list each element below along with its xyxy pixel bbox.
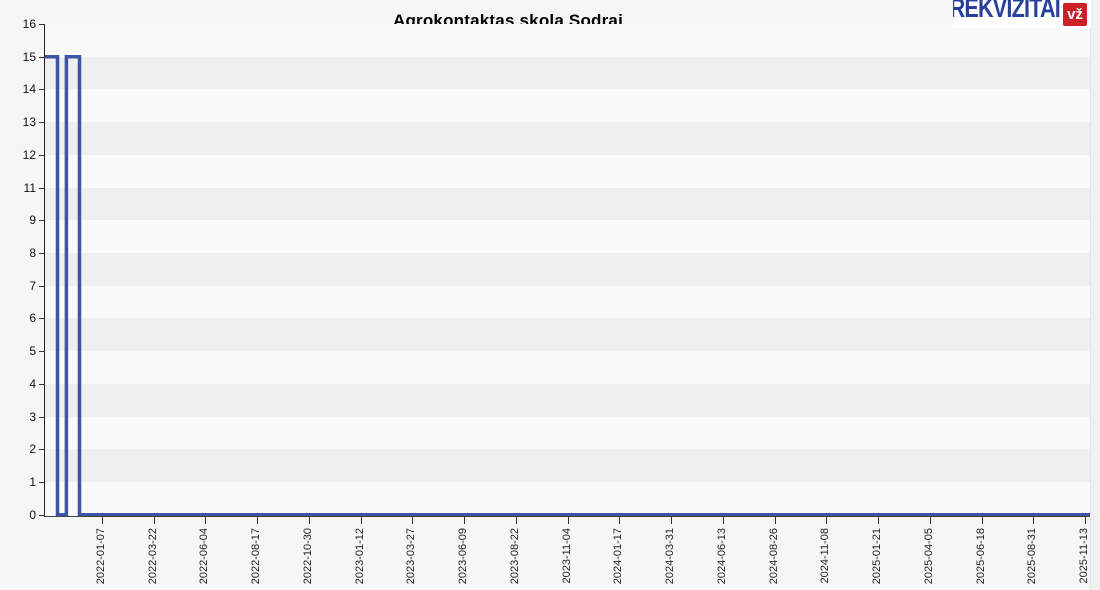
grid-band (45, 154, 1090, 188)
x-tick (878, 517, 880, 524)
x-tick-label: 2022-06-04 (198, 528, 211, 585)
x-tick (308, 517, 310, 524)
x-tick-label: 2022-03-22 (146, 528, 159, 585)
y-tick-label: 12 (22, 147, 36, 162)
x-tick-label: 2025-01-21 (871, 528, 884, 585)
employee-count-line (45, 54, 1090, 517)
y-tick-label: 16 (22, 17, 36, 31)
y-tick-label: 5 (29, 344, 36, 359)
grid-band (45, 383, 1090, 417)
x-tick-label: 2025-08-31 (1026, 528, 1039, 585)
grid-band (45, 252, 1090, 286)
content-right-edge (1090, 0, 1091, 590)
grid-band (45, 449, 1090, 482)
x-tick-label: 2023-01-12 (353, 528, 366, 585)
y-tick (39, 449, 45, 451)
y-axis (44, 24, 45, 517)
x-tick-label: 2023-08-22 (508, 528, 521, 585)
x-tick (929, 517, 931, 524)
x-tick (1033, 517, 1035, 524)
x-tick (153, 517, 155, 524)
x-tick-label: 2025-04-05 (922, 528, 935, 585)
grid-band (45, 220, 1090, 253)
y-tick (39, 220, 45, 222)
y-tick-label: 15 (22, 49, 36, 64)
x-tick (981, 517, 983, 524)
x-tick-label: 2025-11-13 (1078, 528, 1091, 584)
y-tick-label: 0 (29, 507, 36, 522)
vz-logo-badge: vž (1063, 3, 1087, 26)
y-tick-label: 11 (23, 180, 36, 195)
x-tick (515, 517, 517, 524)
x-tick (671, 517, 673, 524)
y-tick (39, 56, 45, 58)
grid-band (45, 122, 1090, 155)
x-axis (45, 516, 1090, 517)
x-tick-label: 2024-01-17 (612, 528, 625, 585)
x-tick (412, 517, 414, 524)
grid-band (45, 187, 1090, 221)
y-tick-label: 9 (29, 213, 36, 228)
rekvizitai-logo[interactable]: REKVIZITAI vž (953, 0, 1091, 28)
x-tick (619, 517, 621, 524)
grid-band (45, 89, 1090, 123)
x-tick-label: 2023-06-09 (457, 528, 470, 585)
y-tick (39, 318, 45, 320)
grid-band (45, 285, 1090, 319)
y-tick (39, 24, 45, 25)
y-tick-label: 13 (22, 115, 36, 130)
grid-band (45, 351, 1090, 384)
rekvizitai-logo-text: REKVIZITAI (953, 0, 1061, 23)
y-tick (39, 383, 45, 385)
x-tick-label: 2025-06-18 (974, 528, 987, 585)
y-tick (39, 252, 45, 254)
x-tick (205, 517, 207, 524)
x-tick (102, 517, 103, 524)
x-tick-label: 2023-11-04 (560, 528, 573, 584)
grid-band (45, 481, 1090, 515)
x-tick-label: 2024-06-13 (715, 528, 728, 585)
y-tick-label: 3 (29, 409, 36, 424)
x-tick (722, 517, 724, 524)
y-tick (39, 285, 45, 287)
x-tick-label: 2024-08-26 (767, 528, 780, 585)
page-right-margin (1091, 0, 1100, 590)
plot-area (45, 24, 1090, 517)
x-tick (360, 517, 362, 524)
y-tick-label: 14 (22, 82, 36, 97)
grid-band (45, 24, 1090, 57)
y-tick-label: 2 (29, 442, 36, 457)
x-tick (826, 517, 828, 524)
line-series-svg (45, 54, 1090, 517)
y-tick-label: 8 (29, 245, 36, 260)
grid-band (45, 416, 1090, 450)
grid-band (45, 318, 1090, 352)
x-tick-label: 2022-01-07 (95, 528, 107, 585)
y-tick-label: 6 (29, 311, 36, 326)
y-tick (39, 481, 45, 483)
y-tick (39, 416, 45, 418)
x-tick (257, 517, 259, 524)
y-tick-label: 1 (29, 474, 36, 489)
y-tick (39, 514, 45, 516)
x-tick (774, 517, 776, 524)
x-tick-label: 2024-03-31 (664, 528, 677, 585)
y-tick-label: 7 (29, 278, 36, 293)
y-tick-label: 4 (29, 376, 36, 391)
x-tick (1085, 517, 1087, 524)
y-tick (39, 351, 45, 353)
y-tick (39, 187, 45, 189)
grid-band (45, 56, 1090, 90)
x-tick (464, 517, 466, 524)
x-tick-label: 2022-10-30 (301, 528, 314, 585)
x-tick-label: 2024-11-08 (819, 528, 832, 584)
y-tick (39, 122, 45, 124)
x-tick-label: 2022-08-17 (250, 528, 263, 585)
x-tick-label: 2023-03-27 (405, 528, 418, 585)
y-tick (39, 154, 45, 156)
y-tick (39, 89, 45, 91)
x-tick (567, 517, 569, 524)
